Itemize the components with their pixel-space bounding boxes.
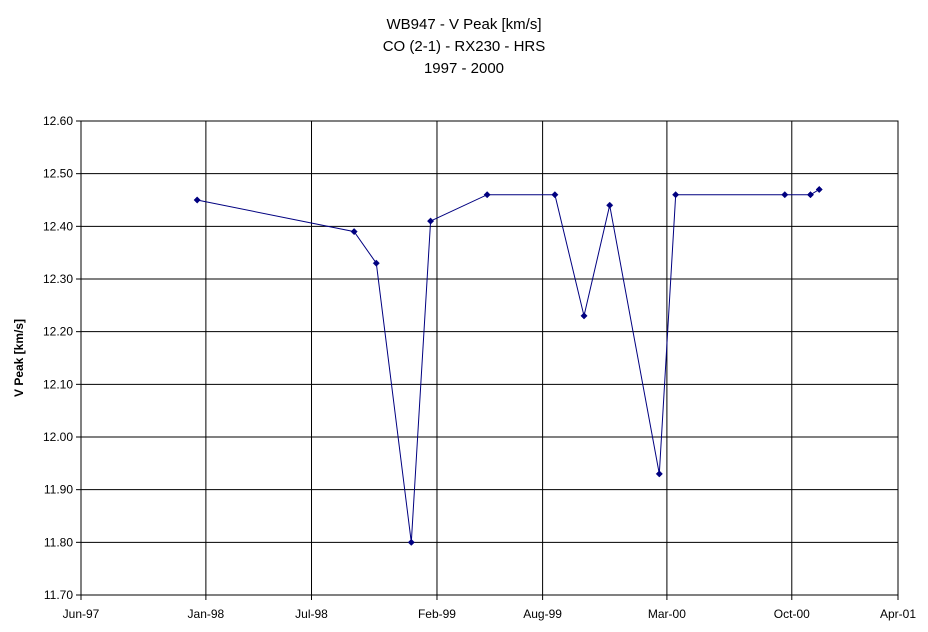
y-tick-label: 12.20 [43,325,73,339]
y-tick-label: 11.90 [44,483,73,497]
x-tick-label: Jul-98 [295,607,328,621]
y-tick-label: 12.30 [43,272,73,286]
x-tick-label: Jan-98 [188,607,225,621]
series-line [197,189,820,543]
data-point [427,217,435,225]
y-tick-label: 12.50 [43,167,73,181]
data-point [806,191,815,199]
data-point [350,228,358,236]
data-point [672,191,680,199]
chart-title-line-3: 1997 - 2000 [423,60,505,77]
data-point [606,201,614,209]
x-tick-label: Oct-00 [774,607,810,621]
y-tick-label: 12.60 [43,114,73,128]
chart-title-line-2: CO (2-1) - RX230 - HRS [382,38,546,55]
x-tick-label: Feb-99 [418,607,456,621]
y-tick-label: 11.70 [44,588,73,602]
data-point [580,312,588,320]
x-tick-label: Mar-00 [648,607,686,621]
chart-title-line-1: WB947 - V Peak [km/s] [386,16,542,33]
data-point [551,191,559,199]
y-tick-label: 11.80 [44,535,73,549]
y-tick-label: 12.40 [43,219,73,233]
data-point [655,470,663,478]
x-tick-label: Jun-97 [63,607,100,621]
data-point [781,191,789,199]
data-point [483,191,491,199]
chart-title: WB947 - V Peak [km/s] CO (2-1) - RX230 -… [0,14,928,80]
y-axis-label: V Peak [km/s] [12,319,26,397]
data-point [407,538,415,546]
x-tick-label: Apr-01 [880,607,916,621]
y-tick-label: 12.00 [43,430,73,444]
y-tick-label: 12.10 [43,377,73,391]
x-tick-label: Aug-99 [523,607,562,621]
data-point [372,259,380,267]
data-point [193,196,201,204]
data-point [815,185,823,194]
plot-area [80,120,899,596]
